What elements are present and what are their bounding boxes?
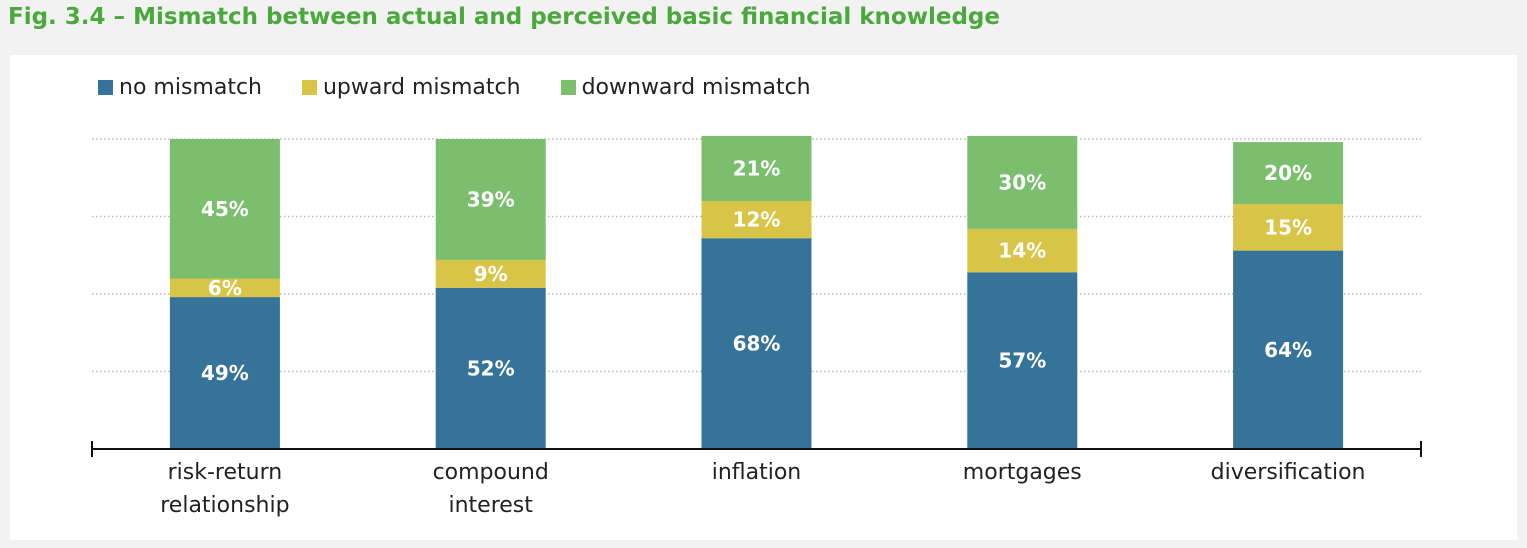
- figure-title: Fig. 3.4 – Mismatch between actual and p…: [8, 4, 1000, 30]
- bar-segment-upward-mismatch-0: [169, 278, 280, 298]
- bar-segment-no-mismatch-1: [435, 287, 546, 449]
- category-label-0-1: relationship: [160, 493, 289, 518]
- stacked-bar-chart: 49% 6% 45% risk-return relationship 52% 9% 39% c…: [91, 135, 1422, 518]
- legend-label-no-mismatch: no mismatch: [119, 75, 262, 100]
- bar-segment-no-mismatch-2: [701, 238, 812, 449]
- category-label-1-1: interest: [448, 493, 533, 518]
- bar-segment-upward-mismatch-2: [701, 201, 812, 239]
- data-label-downward-mismatch-0: 45%: [201, 197, 249, 221]
- data-label-downward-mismatch-2: 21%: [733, 156, 781, 180]
- chart-legend: no mismatch upward mismatch downward mis…: [98, 75, 851, 100]
- bar-segment-no-mismatch-3: [967, 272, 1078, 449]
- data-label-no-mismatch-1: 52%: [467, 356, 515, 380]
- category-label-1-0: compound: [433, 460, 549, 485]
- legend-label-downward-mismatch: downward mismatch: [581, 75, 811, 100]
- bar-segment-downward-mismatch-2: [701, 135, 812, 201]
- bar-segment-downward-mismatch-1: [435, 139, 546, 260]
- legend-swatch-no-mismatch: [98, 80, 113, 95]
- legend-item-downward-mismatch: downward mismatch: [560, 75, 811, 100]
- bar-segment-downward-mismatch-0: [169, 139, 280, 279]
- data-label-no-mismatch-4: 64%: [1264, 338, 1312, 362]
- legend-label-upward-mismatch: upward mismatch: [322, 75, 521, 100]
- data-label-upward-mismatch-4: 15%: [1264, 215, 1312, 239]
- data-label-upward-mismatch-0: 6%: [208, 276, 242, 300]
- legend-item-upward-mismatch: upward mismatch: [301, 75, 521, 100]
- bar-segment-downward-mismatch-3: [967, 135, 1078, 229]
- data-label-downward-mismatch-3: 30%: [998, 170, 1046, 194]
- category-label-0-0: risk-return: [168, 460, 283, 485]
- data-label-downward-mismatch-1: 39%: [467, 187, 515, 211]
- legend-swatch-upward-mismatch: [301, 80, 317, 95]
- category-label-4-0: diversification: [1211, 460, 1366, 485]
- data-label-no-mismatch-0: 49%: [201, 361, 249, 385]
- category-label-3-0: mortgages: [963, 460, 1082, 485]
- legend-item-no-mismatch: no mismatch: [98, 75, 262, 100]
- data-label-no-mismatch-3: 57%: [998, 349, 1046, 373]
- bar-segment-upward-mismatch-4: [1233, 204, 1344, 251]
- data-label-upward-mismatch-1: 9%: [474, 262, 508, 286]
- bar-segment-upward-mismatch-1: [435, 259, 546, 288]
- bar-segment-upward-mismatch-3: [967, 228, 1078, 273]
- bar-segment-no-mismatch-0: [169, 297, 280, 449]
- data-label-downward-mismatch-4: 20%: [1264, 161, 1312, 185]
- bar-segment-no-mismatch-4: [1233, 250, 1344, 449]
- chart-panel: 49% 6% 45% risk-return relationship 52% 9% 39% c…: [10, 55, 1517, 540]
- data-label-no-mismatch-2: 68%: [733, 332, 781, 356]
- legend-swatch-downward-mismatch: [560, 80, 576, 95]
- data-label-upward-mismatch-2: 12%: [733, 208, 781, 232]
- data-label-upward-mismatch-3: 14%: [998, 239, 1046, 263]
- bar-segment-downward-mismatch-4: [1233, 142, 1344, 205]
- category-label-2-0: inflation: [712, 460, 802, 485]
